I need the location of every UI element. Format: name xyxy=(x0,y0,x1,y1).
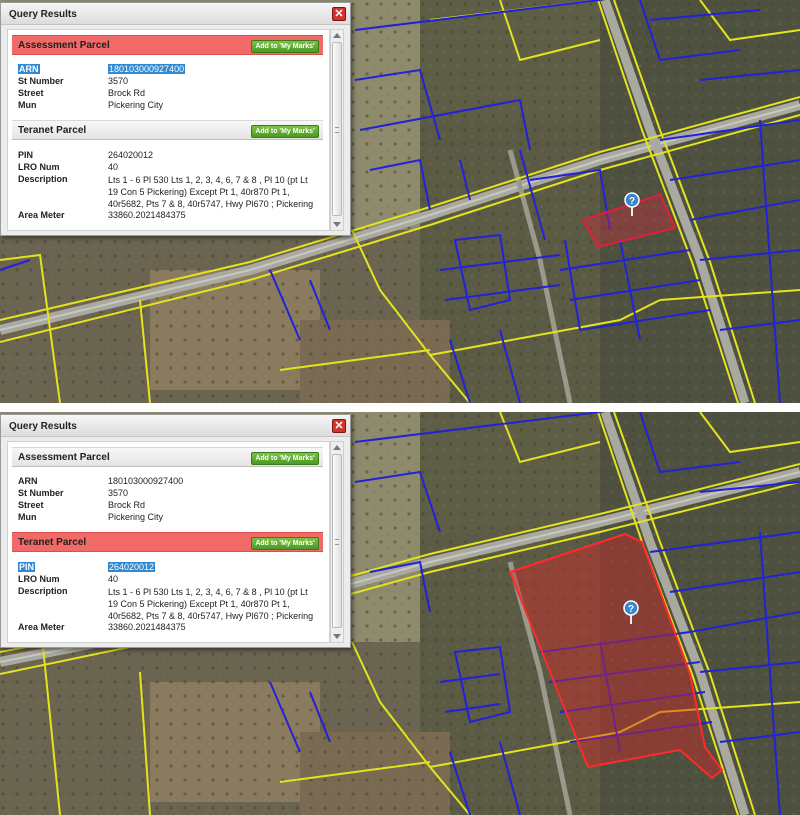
field-value: 264020012 xyxy=(108,562,156,572)
field-value: Pickering City xyxy=(108,100,164,110)
field-row-description: Description Lts 1 - 6 Pl 530 Lts 1, 2, 3… xyxy=(18,174,328,210)
add-to-my-marks-button[interactable]: Add to 'My Marks' xyxy=(251,537,319,550)
assessment-parcel-header: Assessment Parcel Add to 'My Marks' xyxy=(12,35,323,55)
scrollbar-thumb[interactable] xyxy=(332,454,342,628)
field-label: ARN xyxy=(18,64,40,74)
field-row-street: Street Brock Rd xyxy=(18,88,328,100)
field-row-area-meter: Area Meter 33860.2021484375 xyxy=(18,622,328,634)
dialog-title: Query Results xyxy=(9,9,77,20)
field-label: St Number xyxy=(18,488,64,498)
field-label: LRO Num xyxy=(18,574,60,584)
assessment-parcel-header: Assessment Parcel Add to 'My Marks' xyxy=(12,447,323,467)
field-value: 180103000927400 xyxy=(108,64,186,74)
field-label: Mun xyxy=(18,100,37,110)
field-row-mun: Mun Pickering City xyxy=(18,512,328,524)
add-to-my-marks-button[interactable]: Add to 'My Marks' xyxy=(251,40,319,53)
field-value: Brock Rd xyxy=(108,88,146,98)
field-label: Area Meter xyxy=(18,210,65,220)
field-label: LRO Num xyxy=(18,162,60,172)
add-to-my-marks-button[interactable]: Add to 'My Marks' xyxy=(251,125,319,138)
field-label: Area Meter xyxy=(18,622,65,632)
svg-text:?: ? xyxy=(629,196,635,207)
scrollbar-thumb[interactable] xyxy=(332,42,342,216)
field-row-street: Street Brock Rd xyxy=(18,500,328,512)
field-row-st-number: St Number 3570 xyxy=(18,76,328,88)
field-label: Street xyxy=(18,500,44,510)
field-label: ARN xyxy=(18,476,38,486)
close-icon[interactable]: ✕ xyxy=(332,419,346,433)
vertical-scrollbar[interactable] xyxy=(330,441,344,643)
query-marker-icon[interactable]: ? xyxy=(623,600,639,624)
field-value: 40 xyxy=(108,574,119,584)
field-value: 264020012 xyxy=(108,150,154,160)
section-title: Assessment Parcel xyxy=(18,452,110,463)
field-row-area-meter: Area Meter 33860.2021484375 xyxy=(18,210,328,222)
query-results-dialog[interactable]: Query Results ✕ Assessment Parcel Add to… xyxy=(0,414,351,648)
field-value: 33860.2021484375 xyxy=(108,210,186,220)
field-label: Street xyxy=(18,88,44,98)
teranet-parcel-header: Teranet Parcel Add to 'My Marks' xyxy=(12,120,323,140)
scroll-up-icon[interactable] xyxy=(333,445,341,450)
field-value: Brock Rd xyxy=(108,500,146,510)
results-content: Assessment Parcel Add to 'My Marks' ARN … xyxy=(7,441,330,643)
query-marker-icon[interactable]: ? xyxy=(624,192,640,216)
dialog-title: Query Results xyxy=(9,421,77,432)
field-row-description: Description Lts 1 - 6 Pl 530 Lts 1, 2, 3… xyxy=(18,586,328,622)
field-row-mun: Mun Pickering City xyxy=(18,100,328,112)
vertical-scrollbar[interactable] xyxy=(330,29,344,231)
field-label: Mun xyxy=(18,512,37,522)
field-value: 3570 xyxy=(108,488,129,498)
query-results-dialog[interactable]: Query Results ✕ Assessment Parcel Add to… xyxy=(0,2,351,236)
field-value: Lts 1 - 6 Pl 530 Lts 1, 2, 3, 4, 6, 7 & … xyxy=(108,175,314,209)
field-label: St Number xyxy=(18,76,64,86)
scroll-down-icon[interactable] xyxy=(333,634,341,639)
add-to-my-marks-button[interactable]: Add to 'My Marks' xyxy=(251,452,319,465)
field-value: 33860.2021484375 xyxy=(108,622,186,632)
close-icon[interactable]: ✕ xyxy=(332,7,346,21)
section-title: Teranet Parcel xyxy=(18,537,87,548)
scroll-up-icon[interactable] xyxy=(333,33,341,38)
dialog-titlebar[interactable]: Query Results ✕ xyxy=(1,3,350,25)
results-content: Assessment Parcel Add to 'My Marks' ARN … xyxy=(7,29,330,231)
panel-separator xyxy=(0,403,800,412)
field-row-arn: ARN 180103000927400 xyxy=(18,64,328,76)
teranet-parcel-header: Teranet Parcel Add to 'My Marks' xyxy=(12,532,323,552)
field-label: Description xyxy=(18,174,68,184)
map-panel-teranet[interactable]: ? Query Results ✕ Assessment Parcel Add … xyxy=(0,412,800,815)
field-value: 40 xyxy=(108,162,119,172)
dialog-titlebar[interactable]: Query Results ✕ xyxy=(1,415,350,437)
section-title: Assessment Parcel xyxy=(18,40,110,51)
field-row-arn: ARN 180103000927400 xyxy=(18,476,328,488)
field-value: 3570 xyxy=(108,76,129,86)
field-value: Pickering City xyxy=(108,512,164,522)
map-panel-assessment[interactable]: ? Query Results ✕ Assessment Parcel Add … xyxy=(0,0,800,403)
field-value: 180103000927400 xyxy=(108,476,184,486)
field-row-pin: PIN 264020012 xyxy=(18,562,328,574)
field-label: Description xyxy=(18,586,68,596)
field-label: PIN xyxy=(18,150,34,160)
field-row-pin: PIN 264020012 xyxy=(18,150,328,162)
svg-text:?: ? xyxy=(628,604,634,615)
field-row-lro-num: LRO Num 40 xyxy=(18,162,328,174)
field-row-lro-num: LRO Num 40 xyxy=(18,574,328,586)
field-row-st-number: St Number 3570 xyxy=(18,488,328,500)
field-label: PIN xyxy=(18,562,36,572)
section-title: Teranet Parcel xyxy=(18,125,87,136)
scroll-down-icon[interactable] xyxy=(333,222,341,227)
field-value: Lts 1 - 6 Pl 530 Lts 1, 2, 3, 4, 6, 7 & … xyxy=(108,587,314,621)
